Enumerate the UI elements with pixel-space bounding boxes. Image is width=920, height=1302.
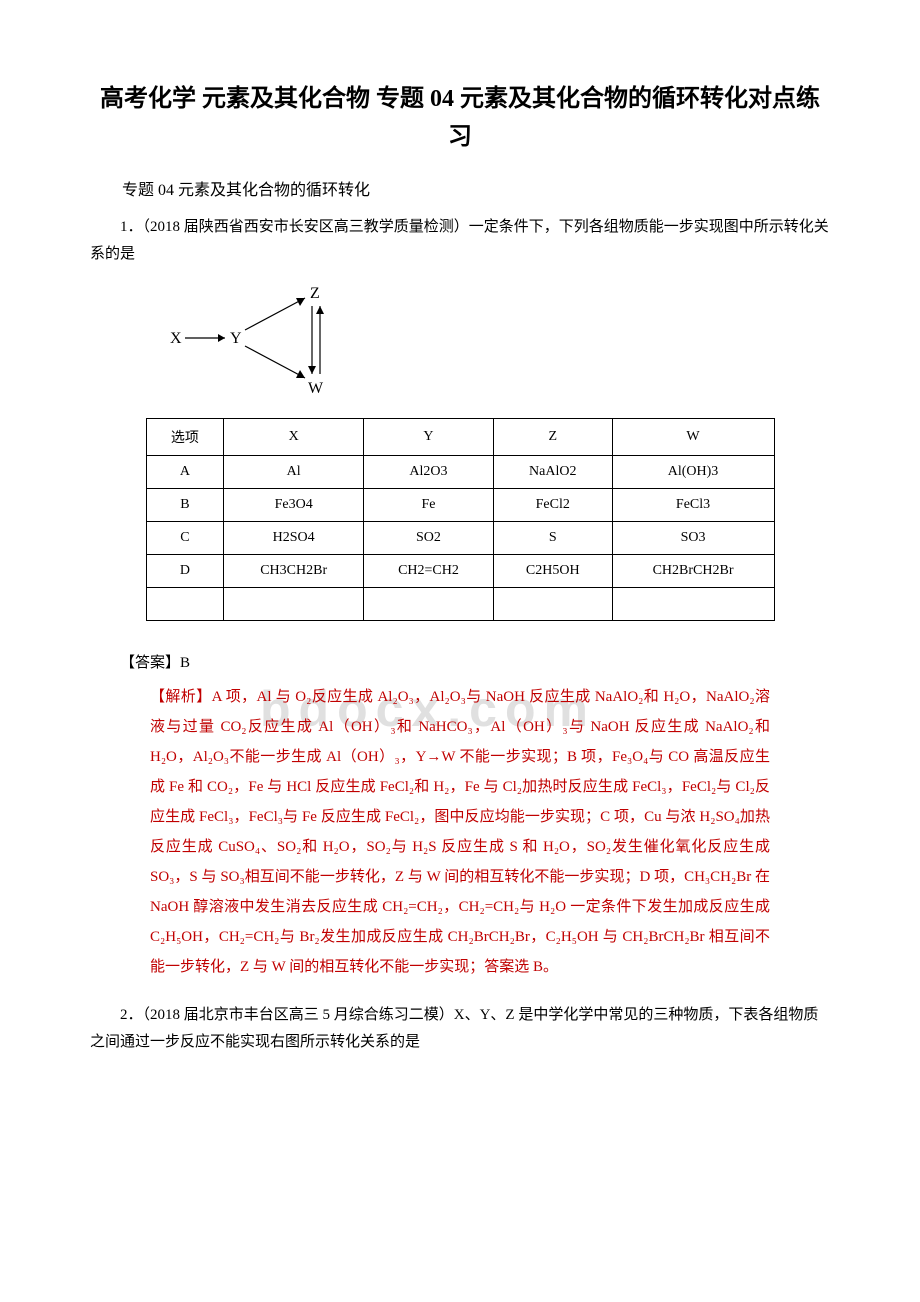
page-title: 高考化学 元素及其化合物 专题 04 元素及其化合物的循环转化对点练习 — [90, 80, 830, 157]
subtitle: 专题 04 元素及其化合物的循环转化 — [90, 177, 830, 206]
diagram-y-label: Y — [230, 330, 242, 347]
th-w: W — [612, 418, 774, 455]
th-x: X — [224, 418, 364, 455]
th-option: 选项 — [146, 418, 224, 455]
q1-text: 1．（2018 届陕西省西安市长安区高三教学质量检测）一定条件下，下列各组物质能… — [90, 214, 830, 268]
table-row: B Fe3O4 Fe FeCl2 FeCl3 — [146, 488, 774, 521]
q1-table: 选项 X Y Z W A Al Al2O3 NaAlO2 Al(OH)3 B F… — [146, 418, 775, 621]
table-row-empty — [146, 587, 774, 620]
table-header-row: 选项 X Y Z W — [146, 418, 774, 455]
table-row: C H2SO4 SO2 S SO3 — [146, 521, 774, 554]
table-row: A Al Al2O3 NaAlO2 Al(OH)3 — [146, 455, 774, 488]
q2-text: 2．（2018 届北京市丰台区高三 5 月综合练习二模）X、Y、Z 是中学化学中… — [90, 1002, 830, 1056]
diagram-x-label: X — [170, 330, 182, 347]
q1-diagram: X Y Z W — [160, 278, 830, 398]
th-y: Y — [364, 418, 494, 455]
th-z: Z — [493, 418, 612, 455]
diagram-w-label: W — [308, 380, 324, 397]
table-row: D CH3CH2Br CH2=CH2 C2H5OH CH2BrCH2Br — [146, 554, 774, 587]
diagram-z-label: Z — [310, 285, 320, 302]
q1-explanation: 【解析】A 项，Al 与 O₂反应生成 Al₂O₃，Al₂O₃与 NaOH 反应… — [150, 682, 770, 982]
q1-answer: 【答案】B — [90, 651, 830, 672]
